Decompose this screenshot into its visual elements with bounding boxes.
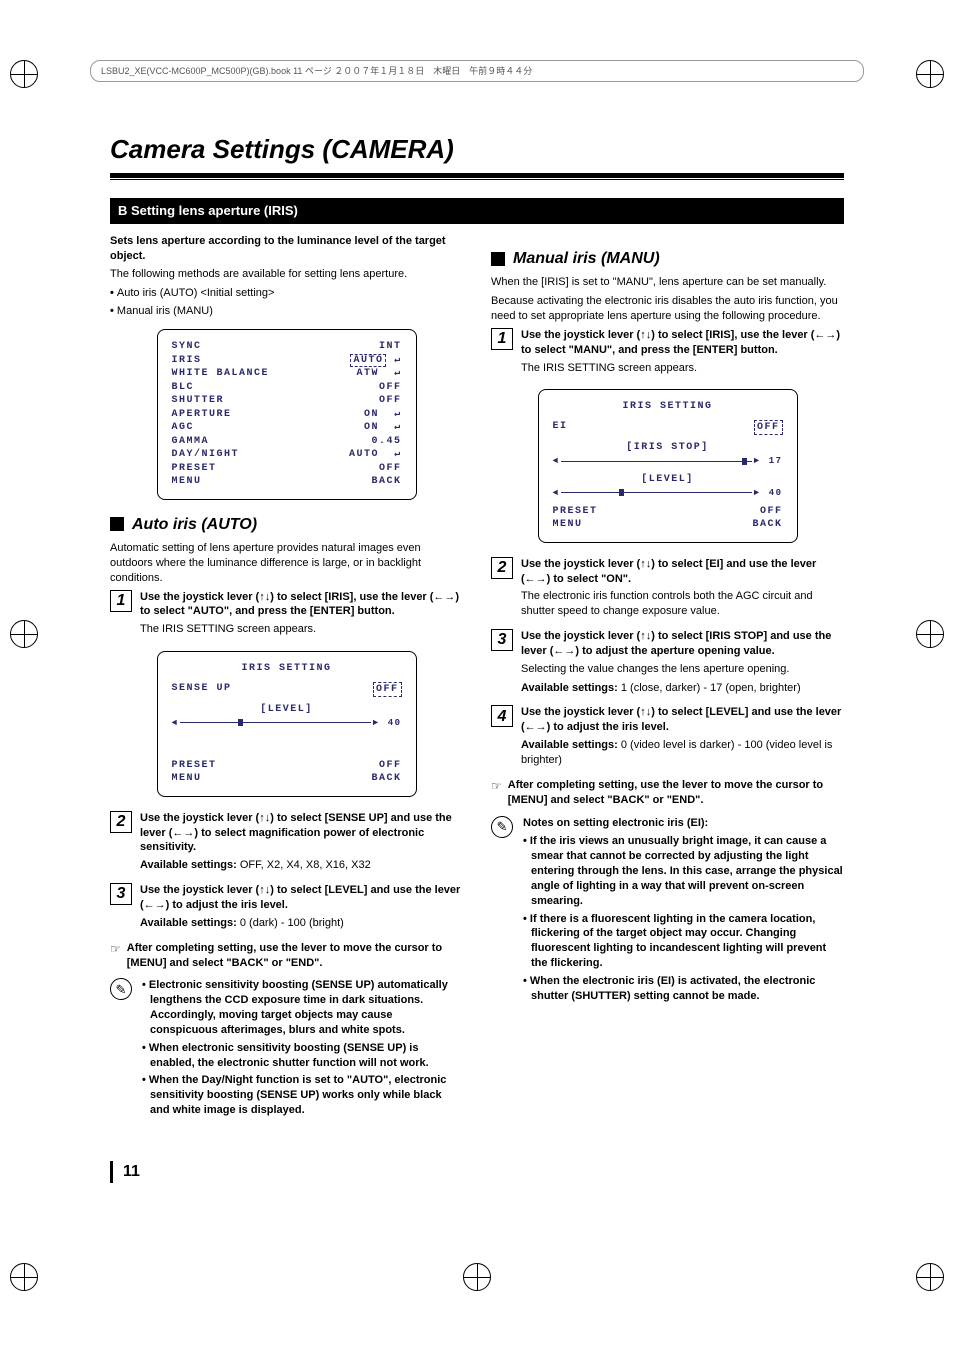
page-title: Camera Settings (CAMERA) bbox=[110, 132, 844, 167]
available-settings: Available settings: OFF, X2, X4, X8, X16… bbox=[140, 858, 463, 873]
heading-text: Manual iris (MANU) bbox=[513, 248, 660, 270]
step-detail: Selecting the value changes the lens ape… bbox=[521, 662, 844, 677]
pointer-text: After completing setting, use the lever … bbox=[127, 941, 463, 971]
available-settings: Available settings: 1 (close, darker) - … bbox=[521, 681, 844, 696]
step-number: 3 bbox=[491, 629, 513, 651]
step: 3 Use the joystick lever (↑↓) to select … bbox=[491, 629, 844, 699]
step-detail: The IRIS SETTING screen appears. bbox=[140, 622, 463, 637]
step: 4 Use the joystick lever (↑↓) to select … bbox=[491, 705, 844, 771]
step-title: Use the joystick lever (↑↓) to select [L… bbox=[140, 883, 463, 913]
step-title: Use the joystick lever (↑↓) to select [E… bbox=[521, 557, 844, 587]
step-number: 1 bbox=[110, 590, 132, 612]
title-rule-thin bbox=[110, 179, 844, 180]
caution-note: ✎ Notes on setting electronic iris (EI):… bbox=[491, 816, 844, 1007]
step-title: Use the joystick lever (↑↓) to select [I… bbox=[140, 590, 463, 620]
manu-intro: When the [IRIS] is set to "MANU", lens a… bbox=[491, 275, 844, 290]
available-settings: Available settings: 0 (dark) - 100 (brig… bbox=[140, 916, 463, 931]
step-detail: The electronic iris function controls bo… bbox=[521, 589, 844, 619]
caution-note: ✎ Electronic sensitivity boosting (SENSE… bbox=[110, 978, 463, 1121]
list-item: When electronic sensitivity boosting (SE… bbox=[142, 1041, 463, 1071]
list-item: If there is a fluorescent lighting in th… bbox=[523, 912, 844, 971]
list-item: Auto iris (AUTO) <Initial setting> bbox=[110, 286, 463, 301]
crop-mark bbox=[10, 1263, 38, 1291]
crop-mark bbox=[916, 1263, 944, 1291]
lead-text: Sets lens aperture according to the lumi… bbox=[110, 234, 463, 264]
step-detail: The IRIS SETTING screen appears. bbox=[521, 361, 844, 376]
step: 1 Use the joystick lever (↑↓) to select … bbox=[491, 328, 844, 380]
step-title: Use the joystick lever (↑↓) to select [L… bbox=[521, 705, 844, 735]
available-settings: Available settings: 0 (video level is da… bbox=[521, 738, 844, 768]
step: 2 Use the joystick lever (↑↓) to select … bbox=[110, 811, 463, 877]
step-number: 4 bbox=[491, 705, 513, 727]
caution-list: Electronic sensitivity boosting (SENSE U… bbox=[142, 978, 463, 1118]
step-number: 3 bbox=[110, 883, 132, 905]
crop-mark bbox=[10, 620, 38, 648]
pointer-text: After completing setting, use the lever … bbox=[508, 778, 844, 808]
auto-intro: Automatic setting of lens aperture provi… bbox=[110, 541, 463, 586]
osd-iris-auto-panel: IRIS SETTINGSENSE UPOFF[LEVEL]◄►40PRESET… bbox=[157, 651, 417, 797]
step-title: Use the joystick lever (↑↓) to select [S… bbox=[140, 811, 463, 856]
heading-text: Auto iris (AUTO) bbox=[132, 514, 257, 536]
list-item: When the Day/Night function is set to "A… bbox=[142, 1073, 463, 1118]
list-item: If the iris views an unusually bright im… bbox=[523, 834, 844, 908]
intro-text: The following methods are available for … bbox=[110, 267, 463, 282]
osd-menu-panel: SYNCINTIRISAUTO ↵WHITE BALANCEATW ↵BLCOF… bbox=[157, 329, 417, 500]
title-rule bbox=[110, 173, 844, 178]
methods-list: Auto iris (AUTO) <Initial setting> Manua… bbox=[110, 286, 463, 319]
caution-icon: ✎ bbox=[110, 978, 132, 1000]
crop-mark bbox=[463, 1263, 491, 1291]
step-number: 2 bbox=[110, 811, 132, 833]
subsection-heading: Auto iris (AUTO) bbox=[110, 514, 463, 536]
left-column: Sets lens aperture according to the lumi… bbox=[110, 234, 463, 1121]
list-item: When the electronic iris (EI) is activat… bbox=[523, 974, 844, 1004]
page-number: 11 bbox=[110, 1161, 924, 1183]
step-number: 1 bbox=[491, 328, 513, 350]
step: 1 Use the joystick lever (↑↓) to select … bbox=[110, 590, 463, 642]
subsection-heading: Manual iris (MANU) bbox=[491, 248, 844, 270]
step-number: 2 bbox=[491, 557, 513, 579]
right-column: Manual iris (MANU) When the [IRIS] is se… bbox=[491, 234, 844, 1121]
manu-intro: Because activating the electronic iris d… bbox=[491, 294, 844, 324]
notes-title: Notes on setting electronic iris (EI): bbox=[523, 816, 844, 831]
step: 2 Use the joystick lever (↑↓) to select … bbox=[491, 557, 844, 623]
section-heading: B Setting lens aperture (IRIS) bbox=[110, 198, 844, 224]
crop-mark bbox=[916, 620, 944, 648]
step-title: Use the joystick lever (↑↓) to select [I… bbox=[521, 629, 844, 659]
print-header: LSBU2_XE(VCC-MC600P_MC500P)(GB).book 11 … bbox=[90, 60, 864, 82]
step: 3 Use the joystick lever (↑↓) to select … bbox=[110, 883, 463, 935]
list-item: Electronic sensitivity boosting (SENSE U… bbox=[142, 978, 463, 1037]
caution-list: If the iris views an unusually bright im… bbox=[523, 834, 844, 1003]
osd-iris-manu-panel: IRIS SETTINGEIOFF[IRIS STOP]◄►17[LEVEL]◄… bbox=[538, 389, 798, 542]
list-item: Manual iris (MANU) bbox=[110, 304, 463, 319]
step-title: Use the joystick lever (↑↓) to select [I… bbox=[521, 328, 844, 358]
note-pointer: After completing setting, use the lever … bbox=[491, 778, 844, 808]
crop-mark bbox=[916, 60, 944, 88]
note-pointer: After completing setting, use the lever … bbox=[110, 941, 463, 971]
caution-icon: ✎ bbox=[491, 816, 513, 838]
crop-mark bbox=[10, 60, 38, 88]
